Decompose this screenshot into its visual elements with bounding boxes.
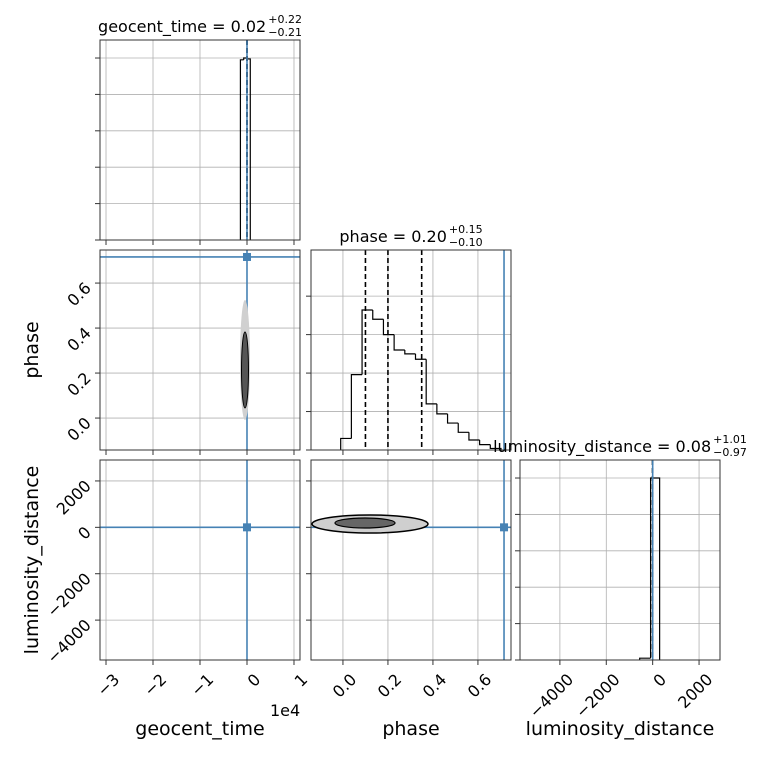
hist-bin bbox=[639, 657, 651, 660]
hist-bin bbox=[350, 374, 363, 439]
hist-bin bbox=[457, 423, 469, 433]
y-axis-label: luminosity_distance bbox=[21, 466, 43, 655]
truth-marker bbox=[242, 252, 251, 261]
panel-frame bbox=[99, 39, 301, 241]
panel bbox=[311, 250, 511, 450]
hist-bin bbox=[446, 413, 459, 424]
hist-bin bbox=[425, 359, 437, 405]
hist-bin bbox=[489, 444, 502, 450]
panel-title: luminosity_distance = 0.08 bbox=[493, 437, 711, 457]
hist-bin bbox=[649, 477, 661, 660]
hist-bin bbox=[239, 59, 244, 240]
contour bbox=[241, 331, 249, 409]
panel-frame bbox=[310, 459, 512, 661]
panel bbox=[520, 460, 720, 660]
hist-bin bbox=[382, 319, 395, 336]
hist-bin bbox=[404, 350, 416, 355]
panel-title: phase = 0.20 bbox=[339, 227, 446, 246]
truth-marker bbox=[242, 523, 251, 532]
hist-bin bbox=[468, 432, 480, 441]
panel-frame bbox=[519, 459, 721, 661]
title-upper: +0.15 bbox=[449, 223, 483, 236]
title-upper: +0.22 bbox=[268, 13, 302, 26]
panel bbox=[100, 40, 300, 240]
panel-frame bbox=[99, 459, 301, 661]
title-upper: +1.01 bbox=[713, 433, 747, 446]
panel-title: geocent_time = 0.02 bbox=[98, 17, 266, 37]
hist-bin bbox=[414, 353, 427, 360]
hist-bin bbox=[436, 403, 448, 415]
x-axis-label: geocent_time bbox=[135, 718, 264, 740]
hist-bin bbox=[393, 334, 405, 351]
y-axis-label: phase bbox=[21, 321, 43, 378]
title-lower: −0.97 bbox=[713, 446, 747, 459]
title-lower: −0.10 bbox=[449, 236, 483, 249]
panel-frame bbox=[99, 249, 301, 451]
title-lower: −0.21 bbox=[268, 26, 302, 39]
hist-bin bbox=[372, 310, 384, 320]
panel-frame bbox=[310, 249, 512, 451]
x-axis-label: phase bbox=[382, 718, 439, 740]
contour bbox=[334, 517, 396, 529]
truth-marker bbox=[500, 523, 509, 532]
panel bbox=[100, 460, 300, 660]
hist-bin bbox=[361, 309, 373, 375]
axis-offset: 1e4 bbox=[270, 701, 300, 720]
hist-bin bbox=[340, 437, 352, 450]
contours bbox=[240, 300, 429, 534]
hist-bin bbox=[243, 57, 247, 60]
hist-bin bbox=[479, 440, 491, 446]
x-axis-label: luminosity_distance bbox=[526, 718, 715, 740]
